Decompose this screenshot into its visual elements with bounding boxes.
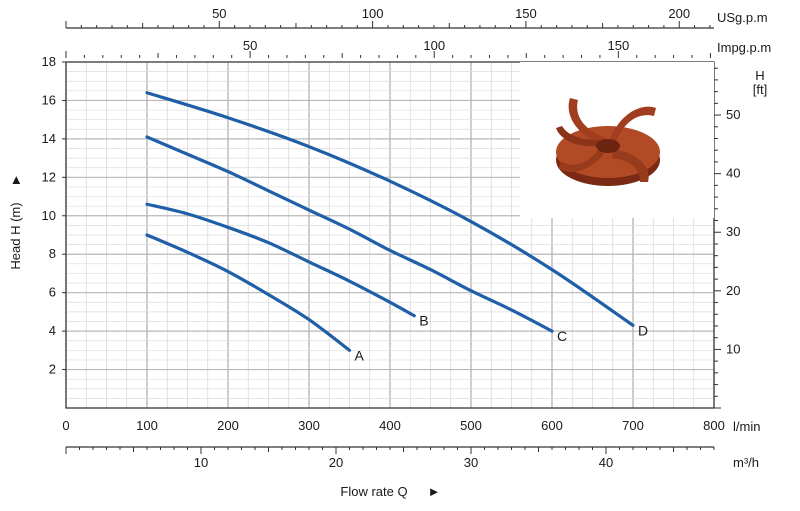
curve-A bbox=[145, 233, 352, 352]
y-tick-label: 10 bbox=[42, 208, 56, 223]
x-tick-label: 600 bbox=[541, 418, 563, 433]
y-tick-label: 2 bbox=[49, 362, 56, 377]
x-tick-label: 800 bbox=[703, 418, 725, 433]
curves: A B C D bbox=[145, 91, 648, 363]
y-tick-label: 18 bbox=[42, 54, 56, 69]
impgpm-tick-label: 100 bbox=[423, 38, 445, 53]
x-axis-arrow: ► bbox=[428, 484, 441, 499]
curve-D bbox=[145, 91, 635, 327]
curve-label-B: B bbox=[419, 313, 428, 329]
x-tick-label: 100 bbox=[136, 418, 158, 433]
impgpm-unit-label: Impg.p.m bbox=[717, 40, 771, 55]
ft-tick-label: 20 bbox=[726, 283, 740, 298]
usgpm-tick-label: 100 bbox=[362, 6, 384, 21]
x-tick-label: 500 bbox=[460, 418, 482, 433]
ft-tick-label: 30 bbox=[726, 224, 740, 239]
impgpm-tick-label: 150 bbox=[607, 38, 629, 53]
y-tick-label: 8 bbox=[49, 246, 56, 261]
left-axis: 2 4 6 8 10 12 14 16 18 bbox=[42, 54, 66, 377]
ft-axis-unit: [ft] bbox=[753, 82, 767, 97]
impgpm-tick-label: 50 bbox=[243, 38, 257, 53]
axis-titles: Head H (m) ► Flow rate Q ► bbox=[8, 174, 440, 499]
y-tick-label: 14 bbox=[42, 131, 56, 146]
x-tick-label: 0 bbox=[62, 418, 69, 433]
right-axis: 10 20 30 40 50 H[ft] bbox=[714, 67, 767, 409]
y-tick-label: 12 bbox=[42, 169, 56, 184]
x-tick-label: 200 bbox=[217, 418, 239, 433]
usgpm-tick-label: 50 bbox=[212, 6, 226, 21]
x-axis-label: Flow rate Q bbox=[340, 484, 407, 499]
m3h-tick-label: 10 bbox=[194, 455, 208, 470]
ft-tick-label: 10 bbox=[726, 341, 740, 356]
curve-label-A: A bbox=[355, 347, 365, 363]
m3h-tick-label: 30 bbox=[464, 455, 478, 470]
m3h-tick-label: 40 bbox=[599, 455, 613, 470]
x-tick-label: 300 bbox=[298, 418, 320, 433]
impeller-photo bbox=[520, 62, 714, 218]
usgpm-tick-label: 150 bbox=[515, 6, 537, 21]
y-tick-label: 16 bbox=[42, 92, 56, 107]
top-axes: 50 100 150 200 USg.p.m 50 100 150 Impg.p.m bbox=[65, 6, 771, 58]
m3h-tick-label: 20 bbox=[329, 455, 343, 470]
usgpm-unit-label: USg.p.m bbox=[717, 10, 768, 25]
plot-frame bbox=[65, 61, 715, 409]
ft-axis-label: H bbox=[755, 68, 764, 83]
x-unit-label: l/min bbox=[733, 419, 760, 434]
bottom-axes: 0 100 200 300 400 500 600 700 800 l/min 10 20 30 40 m³… bbox=[62, 418, 760, 470]
y-axis-arrow: ► bbox=[8, 174, 23, 187]
x-tick-label: 700 bbox=[622, 418, 644, 433]
y-tick-label: 6 bbox=[49, 285, 56, 300]
curve-label-C: C bbox=[557, 328, 567, 344]
usgpm-tick-label: 200 bbox=[668, 6, 690, 21]
y-axis-label: Head H (m) bbox=[8, 202, 23, 269]
curve-label-D: D bbox=[638, 322, 648, 338]
ft-tick-label: 50 bbox=[726, 107, 740, 122]
curve-B bbox=[145, 202, 416, 318]
ft-tick-label: 40 bbox=[726, 166, 740, 181]
y-tick-label: 4 bbox=[49, 323, 56, 338]
x-tick-label: 400 bbox=[379, 418, 401, 433]
m3h-unit-label: m³/h bbox=[733, 455, 759, 470]
curve-C bbox=[145, 135, 554, 333]
